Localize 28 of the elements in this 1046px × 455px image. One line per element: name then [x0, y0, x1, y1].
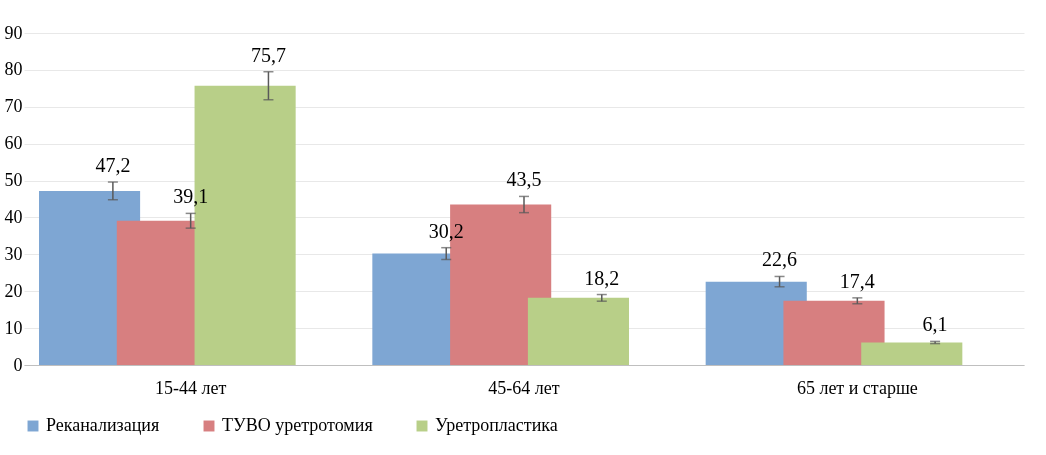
bar — [527, 297, 629, 365]
y-tick-label: 30 — [4, 243, 23, 264]
legend-label: Уретропластика — [435, 415, 558, 435]
x-tick-label: 45-64 лет — [488, 377, 560, 398]
legend-label: Реканализация — [46, 415, 160, 435]
data-label: 75,7 — [250, 43, 286, 66]
legend-label: ТУВО уретротомия — [222, 415, 373, 435]
bar — [861, 342, 963, 365]
data-label: 18,2 — [584, 266, 620, 289]
x-tick-label: 15-44 лет — [154, 377, 227, 398]
x-tick-label: 65 лет и старше — [796, 377, 918, 398]
data-label: 30,2 — [428, 219, 464, 242]
y-tick-label: 20 — [4, 280, 23, 301]
y-tick-label: 40 — [4, 206, 23, 227]
data-label: 43,5 — [506, 168, 542, 191]
y-tick-label: 70 — [4, 96, 23, 117]
y-tick-label: 60 — [4, 133, 23, 154]
y-tick-label: 50 — [4, 170, 23, 191]
data-label: 17,4 — [839, 269, 875, 292]
data-label: 47,2 — [95, 154, 131, 177]
bar — [783, 300, 885, 365]
data-label: 39,1 — [173, 185, 209, 208]
y-tick-label: 80 — [4, 59, 23, 80]
data-label: 22,6 — [762, 248, 798, 271]
y-tick-label: 90 — [4, 22, 23, 43]
y-tick-label: 0 — [13, 354, 23, 375]
y-tick-label: 10 — [4, 317, 23, 338]
data-label: 6,1 — [922, 313, 948, 336]
